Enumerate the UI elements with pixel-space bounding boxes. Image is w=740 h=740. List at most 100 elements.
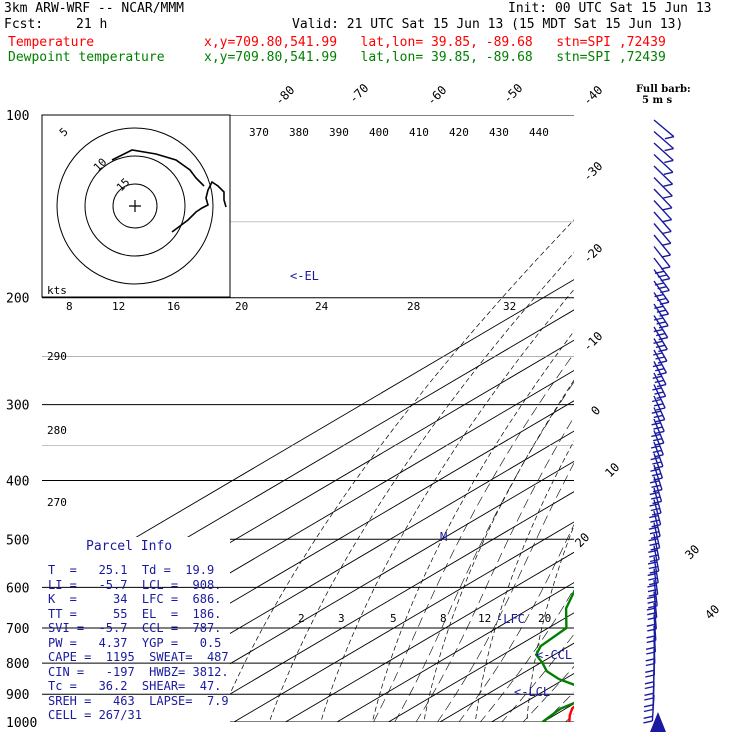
temperature-location: x,y=709.80,541.99 lat,lon= 39.85, -89.68…	[204, 35, 666, 50]
level-annotation: <-CCL	[536, 648, 572, 662]
isotherm-label: 10	[602, 460, 622, 480]
moist-adiabat	[479, 588, 574, 722]
hodograph-speed-label: 8	[66, 300, 73, 313]
moist-adiabat	[458, 523, 574, 722]
wind-barb	[653, 142, 674, 164]
profiles	[534, 589, 574, 722]
wind-barb	[647, 568, 659, 597]
isotherm-label: -20	[580, 241, 605, 266]
moist-adiabat	[522, 666, 574, 722]
parcel-info-row: K = 34 LFC = 686.	[48, 592, 222, 606]
dry-adiabat	[268, 252, 574, 722]
isotherm-label: -70	[346, 81, 371, 106]
parcel-info-row: CIN = -197 HWBZ= 3812.	[48, 664, 229, 679]
wind-barb	[653, 269, 670, 294]
wind-barb	[653, 223, 672, 246]
wind-barb	[653, 257, 671, 282]
isotherm	[181, 491, 574, 722]
dry-adiabat	[679, 115, 740, 735]
dewpoint-label: Dewpoint temperature	[8, 50, 165, 65]
isotherm	[42, 309, 574, 624]
forecast-hour: 21 h	[76, 17, 108, 32]
hodograph-ring	[84, 155, 186, 257]
isotherm-label: -10	[580, 329, 605, 354]
isotherm	[130, 460, 574, 722]
wind-barb	[646, 591, 658, 621]
pressure-axis-label: 500	[6, 533, 29, 548]
barb-legend-unit: 5 m s	[642, 95, 673, 106]
isotherm-label: -60	[424, 83, 449, 108]
parcel-info-row: TT = 55 EL = 186.	[48, 606, 222, 621]
dry-adiabat	[423, 379, 574, 722]
level-annotation: <-LCL	[514, 685, 550, 699]
parcel-info-row: SREH = 463 LAPSE= 7.9	[48, 693, 229, 708]
hodograph-unit-label: kts	[47, 284, 67, 297]
hodograph-speed-label: 16	[167, 300, 180, 313]
isotherm	[490, 672, 574, 722]
mixing-ratio-label: 8	[440, 612, 447, 625]
mixing-ratio-label: 3	[338, 612, 345, 625]
moist-adiabat	[543, 691, 574, 722]
moist-adiabat	[437, 462, 574, 722]
pressure-axis-label: 300	[6, 399, 29, 414]
dry-adiabat	[371, 330, 574, 722]
wind-barb	[649, 499, 662, 528]
isotherm-label: -50	[500, 81, 525, 106]
forecast-label: Fcst:	[4, 17, 44, 32]
mixing-ratio-label: 12	[478, 612, 491, 625]
wind-barb	[652, 372, 667, 399]
hodograph-speed-label: 12	[112, 300, 125, 313]
pressure-axis-label: 600	[6, 581, 29, 596]
isotherm-label: 40	[702, 602, 722, 622]
wind-barb	[653, 234, 672, 258]
wind-barb	[653, 292, 670, 317]
theta-label: 410	[409, 126, 429, 139]
wind-barb	[652, 361, 667, 388]
theta-label: 420	[449, 126, 469, 139]
wind-barb	[653, 326, 668, 353]
isotherm	[284, 551, 574, 722]
wind-barb	[647, 556, 659, 586]
wind-barb	[653, 246, 671, 270]
theta-label: 430	[489, 126, 509, 139]
wind-barb	[653, 303, 669, 329]
theta-left-label: 290	[47, 350, 67, 363]
wind-barb	[649, 476, 663, 505]
wind-barb	[653, 315, 669, 341]
wind-barb	[649, 464, 663, 493]
parcel-info-row: SVI = -5.7 CCL = 787.	[48, 621, 222, 635]
wind-barb	[653, 153, 674, 175]
level-annotation: -LFC	[496, 612, 525, 626]
isotherm	[233, 521, 574, 722]
wind-barb	[653, 211, 672, 235]
parcel-info-row: CAPE = 1195 SWEAT= 487	[48, 650, 229, 664]
dry-adiabat	[320, 288, 574, 722]
temperature-label: Temperature	[8, 35, 95, 50]
parcel-info-row: PW = 4.37 YGP = 0.5	[48, 635, 222, 650]
wind-barb	[653, 188, 673, 211]
dry-adiabat	[630, 115, 740, 735]
wind-barb	[653, 177, 673, 199]
wind-barb	[653, 165, 674, 187]
dry-adiabat	[578, 115, 740, 735]
isotherm	[439, 642, 574, 722]
isotherm-label: -40	[580, 83, 605, 108]
hodograph-trace-upper	[111, 149, 205, 187]
moist-adiabat	[394, 381, 574, 722]
level-annotation: M	[440, 530, 447, 544]
mixing-ratio-label: 2	[298, 612, 305, 625]
level-annotation: <-EL	[290, 269, 319, 283]
init-time: Init: 00 UTC Sat 15 Jun 13	[508, 1, 712, 16]
parcel-info-row: Tc = 36.2 SHEAR= 47.	[48, 679, 222, 693]
pressure-axis-label: 1000	[6, 716, 37, 731]
wind-barb	[653, 130, 675, 152]
isotherm	[42, 279, 574, 594]
pressure-axis-label: 100	[6, 109, 29, 124]
wind-barb	[653, 280, 670, 305]
dry-adiabat	[474, 440, 574, 722]
dry-adiabat	[526, 524, 574, 722]
pressure-axis-label: 900	[6, 688, 29, 703]
dewpoint-profile	[534, 589, 574, 722]
